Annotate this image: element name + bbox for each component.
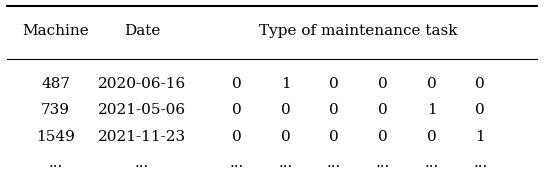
Text: 0: 0 (475, 103, 485, 117)
Text: ...: ... (48, 156, 63, 170)
Text: 0: 0 (427, 77, 436, 91)
Text: 1: 1 (427, 103, 436, 117)
Text: 0: 0 (427, 130, 436, 144)
Text: Date: Date (124, 24, 160, 38)
Text: ...: ... (230, 156, 244, 170)
Text: 487: 487 (41, 77, 70, 91)
Text: 0: 0 (378, 77, 388, 91)
Text: 0: 0 (232, 77, 242, 91)
Text: 0: 0 (329, 130, 339, 144)
Text: 1: 1 (281, 77, 290, 91)
Text: Type of maintenance task: Type of maintenance task (259, 24, 458, 38)
Text: ...: ... (376, 156, 390, 170)
Text: 739: 739 (41, 103, 70, 117)
Text: 0: 0 (281, 130, 290, 144)
Text: ...: ... (135, 156, 149, 170)
Text: ...: ... (327, 156, 342, 170)
Text: 2021-11-23: 2021-11-23 (98, 130, 186, 144)
Text: 2021-05-06: 2021-05-06 (98, 103, 186, 117)
Text: 0: 0 (329, 103, 339, 117)
Text: 0: 0 (232, 103, 242, 117)
Text: 0: 0 (378, 103, 388, 117)
Text: ...: ... (473, 156, 487, 170)
Text: 0: 0 (281, 103, 290, 117)
Text: 1: 1 (475, 130, 485, 144)
Text: 0: 0 (232, 130, 242, 144)
Text: 0: 0 (329, 77, 339, 91)
Text: 0: 0 (378, 130, 388, 144)
Text: ...: ... (424, 156, 439, 170)
Text: 2020-06-16: 2020-06-16 (98, 77, 186, 91)
Text: ...: ... (279, 156, 293, 170)
Text: 1549: 1549 (36, 130, 75, 144)
Text: 0: 0 (475, 77, 485, 91)
Text: Machine: Machine (22, 24, 89, 38)
